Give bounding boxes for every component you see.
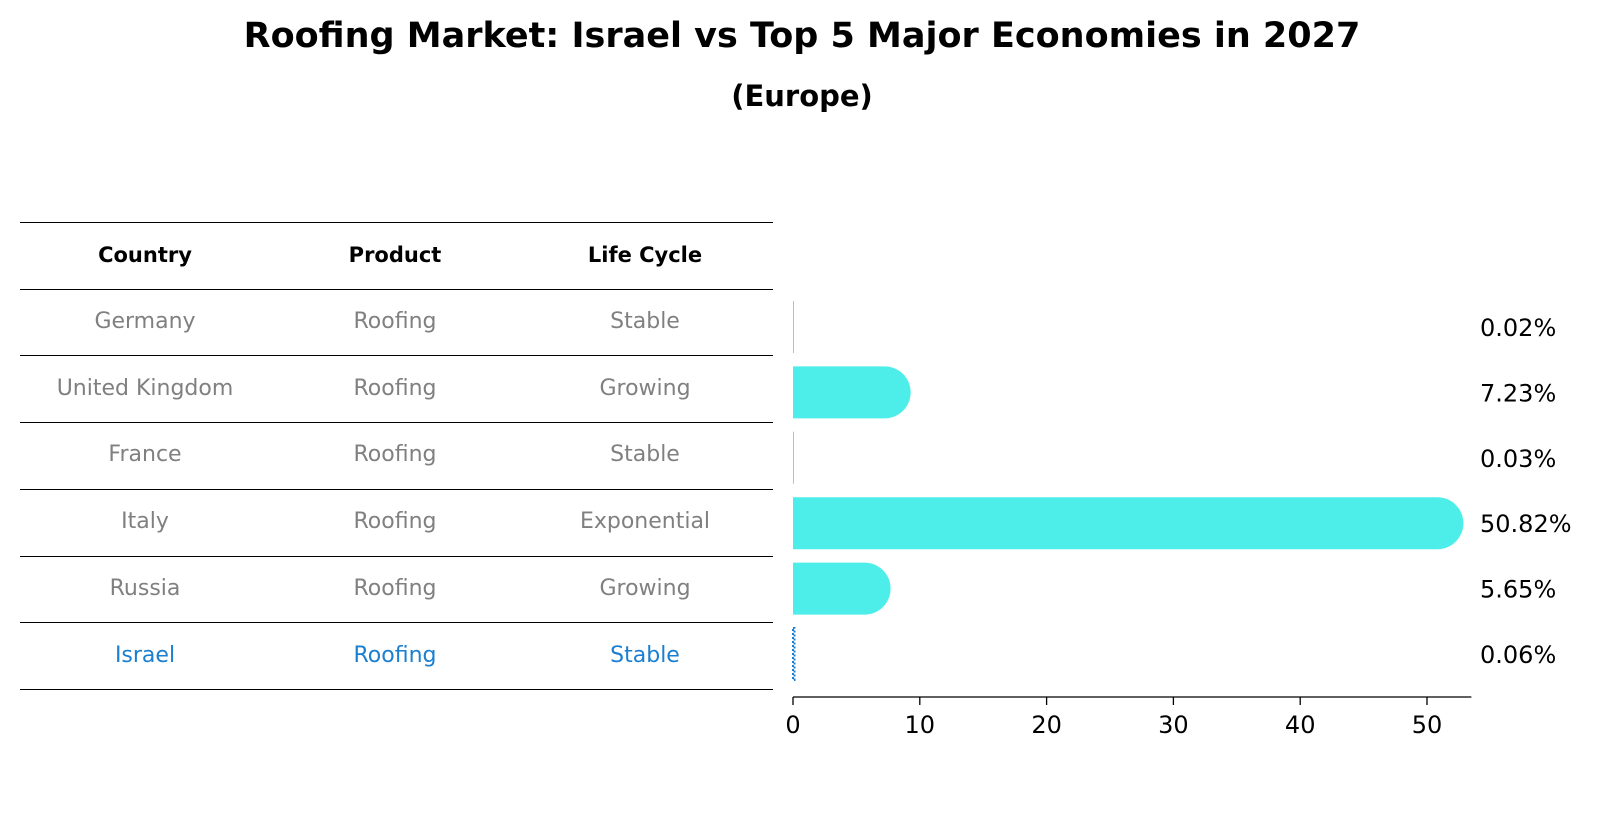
table-rule [20,622,773,624]
table-cell: Roofing [353,642,437,668]
bar-value-label: 0.02% [1480,314,1556,342]
table-cell: Stable [610,642,680,668]
table-cell: Growing [599,375,691,401]
bar-value-label: 50.82% [1480,510,1572,538]
table-cell: Roofing [353,375,437,401]
x-tick-label: 20 [1031,711,1062,739]
table-rule [20,422,773,424]
bar-italy [793,497,1464,550]
x-tick-label: 30 [1158,711,1189,739]
table-cell: Stable [610,442,680,468]
table-cell: Growing [599,575,691,601]
x-tick-label: 50 [1412,711,1443,739]
bar-israel [792,627,796,681]
bar-russia [793,562,891,615]
table-cell: Israel [114,642,176,668]
bar-france [793,431,794,484]
table-cell: Roofing [353,509,437,535]
bar-united-kingdom [793,366,911,419]
bar-germany [793,301,794,353]
bar-value-label: 0.06% [1480,641,1556,669]
table-header-cell: Life Cycle [587,243,703,268]
table-cell: Exponential [579,509,711,535]
chart-subtitle: (Europe) [731,79,873,113]
table-rule [20,688,773,690]
x-tick-label: 40 [1285,711,1316,739]
x-tick-label: 0 [785,711,800,739]
table-cell: Roofing [353,309,437,335]
x-tick-label: 10 [905,711,936,739]
table-header-cell: Product [348,243,442,268]
table-header-cell: Country [98,243,192,268]
table-cell: United Kingdom [56,375,234,401]
table-cell: Italy [121,509,169,535]
table-cell: Russia [109,575,181,601]
table-rule [20,288,773,290]
bar-value-label: 7.23% [1480,379,1556,407]
bar-value-label: 0.03% [1480,445,1556,473]
table-cell: Germany [94,309,196,335]
table-rule [20,488,773,490]
table-cell: Stable [610,309,680,335]
table-cell: Roofing [353,442,437,468]
chart-title: Roofing Market: Israel vs Top 5 Major Ec… [243,16,1361,56]
bar-value-label: 5.65% [1480,576,1556,604]
table-rule [20,555,773,557]
table-cell: Roofing [353,575,437,601]
table-cell: France [108,442,182,468]
table-rule [20,222,773,223]
table-rule [20,355,773,357]
